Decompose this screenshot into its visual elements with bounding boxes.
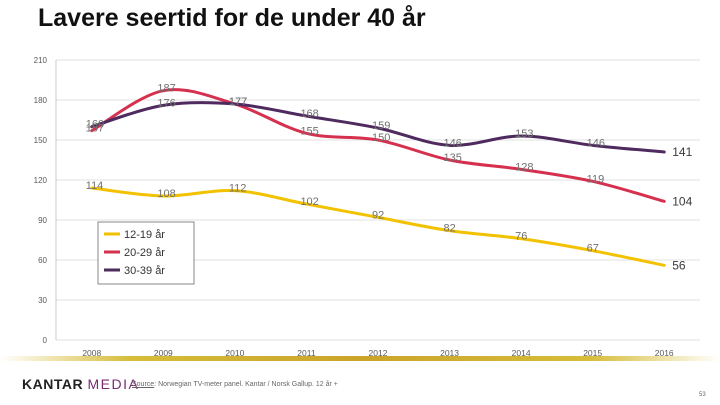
y-tick-label: 0 [43, 336, 48, 345]
data-label: 146 [587, 137, 605, 149]
page-number: 53 [699, 392, 706, 398]
data-label: 108 [157, 188, 175, 200]
y-tick-label: 30 [38, 296, 47, 305]
data-label: 168 [300, 108, 318, 120]
data-label: 128 [515, 161, 533, 173]
y-tick-label: 150 [34, 136, 48, 145]
gold-divider [0, 356, 720, 361]
data-label: 102 [300, 196, 318, 208]
slide-title: Lavere seertid for de under 40 år [38, 4, 426, 32]
x-tick-label: 2011 [297, 348, 316, 358]
x-tick-label: 2009 [154, 348, 173, 358]
y-tick-label: 180 [34, 96, 48, 105]
data-label: 114 [86, 180, 104, 192]
data-label: 155 [300, 125, 318, 137]
data-label: 176 [157, 97, 175, 109]
data-label: 76 [515, 231, 527, 243]
source-text: : Norwegian TV-meter panel. Kantar / Nor… [154, 381, 338, 388]
data-label: 150 [372, 132, 390, 144]
data-label-layer: 114 108 112 102 92 82 76 67 56 157 187 177 155 150 135… [86, 83, 693, 273]
data-label: 146 [444, 137, 462, 149]
source-note: Source: Norwegian TV-meter panel. Kantar… [132, 381, 338, 388]
series-line-3 [90, 101, 666, 154]
data-label: 187 [157, 83, 175, 95]
data-label: 141 [672, 145, 692, 159]
x-tick-label: 2016 [655, 348, 674, 358]
series-layer [90, 88, 666, 267]
legend-label: 30-39 år [124, 265, 165, 277]
legend: 12-19 år 20-29 år 30-39 år [97, 221, 195, 285]
data-label: 119 [587, 173, 605, 185]
x-tick-label: 2015 [583, 348, 602, 358]
data-label: 112 [229, 183, 247, 195]
data-label: 92 [372, 209, 384, 221]
x-tick-label: 2014 [512, 348, 531, 358]
y-tick-label: 120 [34, 176, 48, 185]
legend-label: 20-29 år [124, 247, 165, 259]
data-label: 177 [229, 96, 247, 108]
series-line-1 [90, 186, 666, 267]
data-label: 160 [86, 119, 104, 131]
axis-layer: 0 30 60 90 120 150 180 210 2008 2009 2010 2011 2012 2… [34, 56, 674, 358]
data-label: 157 [86, 123, 104, 135]
kantar-media-logo: KANTAR MEDIA [22, 376, 139, 392]
y-tick-label: 90 [38, 216, 47, 225]
x-tick-label: 2012 [369, 348, 388, 358]
y-tick-label: 210 [34, 56, 48, 65]
x-tick-label: 2008 [82, 348, 101, 358]
x-tick-label: 2010 [225, 348, 244, 358]
data-label: 67 [587, 243, 599, 255]
data-label: 159 [372, 120, 390, 132]
data-label: 153 [515, 128, 533, 140]
y-tick-label: 60 [38, 256, 47, 265]
data-label: 177 [229, 96, 247, 108]
logo-media-text: MEDIA [87, 376, 140, 392]
source-label: Source [132, 381, 155, 388]
line-chart: 0 30 60 90 120 150 180 210 2008 2009 2010 2011 2012 2… [34, 56, 700, 358]
grid-layer [56, 59, 700, 341]
legend-label: 12-19 år [124, 229, 165, 241]
logo-kantar-text: KANTAR [22, 376, 84, 392]
x-tick-label: 2013 [440, 348, 459, 358]
data-label: 135 [444, 152, 462, 164]
data-label: 104 [672, 194, 692, 208]
data-label: 56 [672, 258, 686, 272]
series-line-2 [90, 88, 666, 203]
data-label: 82 [444, 223, 456, 235]
